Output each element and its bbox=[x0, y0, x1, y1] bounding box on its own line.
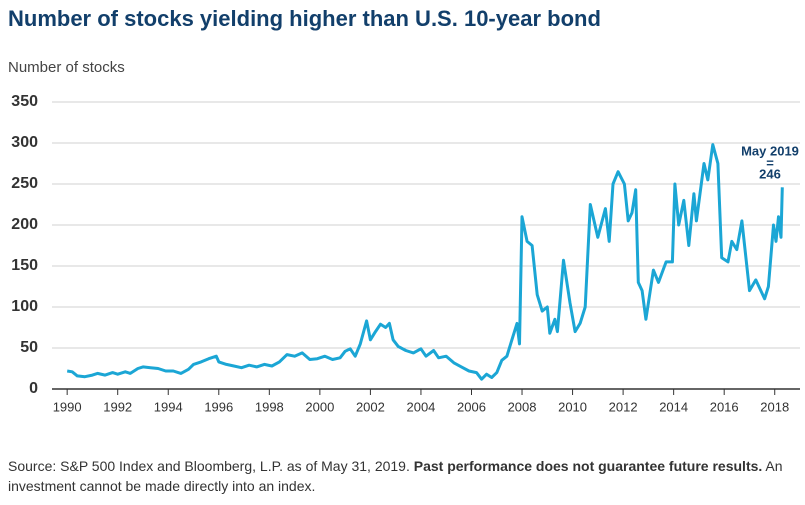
x-tick-label: 1994 bbox=[154, 399, 183, 414]
x-tick-label: 2000 bbox=[305, 399, 334, 414]
x-tick-label: 1992 bbox=[103, 399, 132, 414]
x-tick-label: 2008 bbox=[508, 399, 537, 414]
y-tick-label: 300 bbox=[11, 134, 38, 151]
y-tick-label: 350 bbox=[11, 93, 38, 110]
annotation: May 2019 bbox=[741, 143, 799, 158]
x-tick-label: 2006 bbox=[457, 399, 486, 414]
annotation: = bbox=[766, 155, 774, 170]
y-tick-label: 200 bbox=[11, 216, 38, 233]
y-tick-label: 100 bbox=[11, 298, 38, 315]
y-tick-label: 250 bbox=[11, 175, 38, 192]
source-text: Source: S&P 500 Index and Bloomberg, L.P… bbox=[8, 458, 410, 474]
x-tick-label: 2010 bbox=[558, 399, 587, 414]
x-tick-label: 2004 bbox=[406, 399, 435, 414]
y-tick-label: 0 bbox=[29, 380, 38, 397]
y-axis-label: Number of stocks bbox=[8, 59, 125, 76]
chart: Number of stocks yielding higher than U.… bbox=[8, 6, 800, 414]
source-note: Source: S&P 500 Index and Bloomberg, L.P… bbox=[8, 456, 788, 496]
x-tick-label: 2012 bbox=[609, 399, 638, 414]
source-rest: An investment cannot be made directly in… bbox=[8, 458, 783, 494]
x-tick-label: 2002 bbox=[356, 399, 385, 414]
disclaimer: Past performance does not guarantee futu… bbox=[413, 458, 763, 474]
x-tick-label: 2014 bbox=[659, 399, 688, 414]
x-tick-label: 1990 bbox=[53, 399, 82, 414]
value-label: 246 bbox=[759, 166, 781, 181]
data-line bbox=[66, 143, 784, 381]
y-tick-label: 150 bbox=[11, 257, 38, 274]
x-tick-label: 2018 bbox=[760, 399, 789, 414]
x-tick-label: 1998 bbox=[255, 399, 284, 414]
x-tick-label: 1996 bbox=[204, 399, 233, 414]
y-tick-label: 50 bbox=[20, 339, 38, 356]
chart-title: Number of stocks yielding higher than U.… bbox=[8, 6, 601, 31]
x-tick-label: 2016 bbox=[710, 399, 739, 414]
